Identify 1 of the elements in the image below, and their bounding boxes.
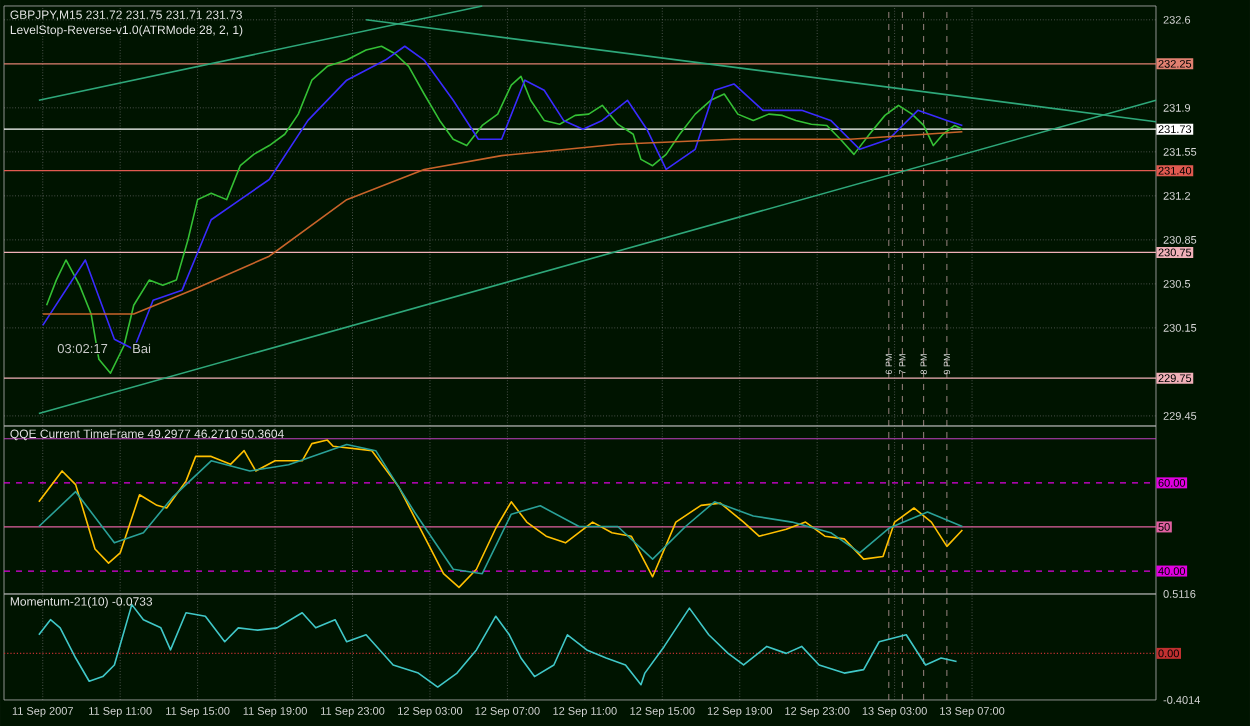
line-series — [41, 130, 964, 315]
